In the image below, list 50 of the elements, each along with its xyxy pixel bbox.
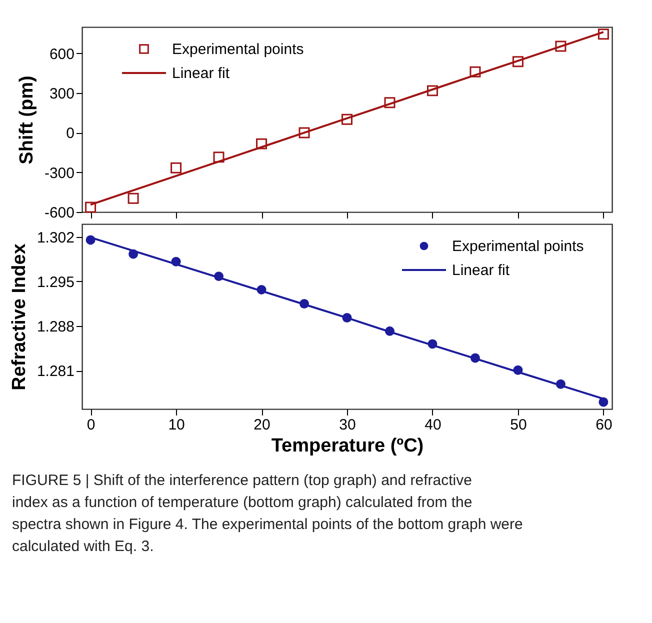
- x-tick-label: 20: [254, 416, 270, 434]
- x-tick-label: 60: [596, 416, 612, 434]
- point: [171, 256, 181, 266]
- point: [256, 138, 268, 150]
- x-tick-label: 10: [168, 416, 185, 434]
- point: [342, 313, 352, 323]
- legend-label: Linear fit: [172, 65, 230, 82]
- y-axis-title: Refractive Index: [8, 243, 30, 390]
- legend-label: Linear fit: [452, 262, 510, 279]
- legend-label: Experimental points: [172, 41, 304, 58]
- x-tick-label: 30: [339, 416, 356, 434]
- point: [86, 235, 96, 245]
- point: [470, 66, 481, 78]
- point: [426, 85, 438, 96]
- y-tick-label: 1.281: [36, 363, 74, 380]
- point: [512, 56, 524, 68]
- point: [555, 40, 566, 52]
- caption: FIGURE 5 | Shift of the interference pattern (top graph) and refractive index as a function of temperature (bottom graph) calculated from the spectra shown in Figure 4. The experimental points of the bottom graph were calculated with Eq. 3.: [12, 472, 523, 555]
- point: [170, 162, 182, 174]
- point: [598, 397, 608, 407]
- point: [513, 365, 523, 375]
- point: [128, 249, 138, 259]
- y-tick-label: 1.288: [36, 318, 74, 336]
- point: [300, 299, 309, 308]
- y-tick-label: 600: [49, 46, 74, 63]
- y-tick-label: -300: [44, 164, 74, 182]
- y-tick-label: -600: [44, 204, 74, 222]
- point: [598, 28, 609, 40]
- point: [556, 379, 566, 389]
- legend-label: Experimental points: [452, 238, 584, 255]
- x-tick-label: 50: [510, 416, 527, 434]
- point: [256, 284, 266, 294]
- point: [128, 192, 139, 204]
- point: [85, 202, 96, 213]
- point: [385, 326, 394, 336]
- x-tick-label: 40: [424, 416, 442, 434]
- y-axis-title: Shift (pm): [16, 76, 38, 164]
- point: [214, 272, 224, 282]
- point: [384, 97, 396, 108]
- y-tick-label: 300: [49, 86, 74, 103]
- point: [298, 127, 310, 138]
- point: [342, 114, 352, 125]
- point: [470, 353, 480, 363]
- point: [428, 339, 438, 349]
- x-tick-label: 0: [86, 416, 96, 434]
- y-tick-label: 1.302: [36, 229, 74, 246]
- y-tick-label: 0: [66, 125, 74, 142]
- x-axis-title: Temperature (ºC): [271, 436, 424, 456]
- y-tick-label: 1.295: [36, 274, 74, 291]
- point: [213, 152, 224, 163]
